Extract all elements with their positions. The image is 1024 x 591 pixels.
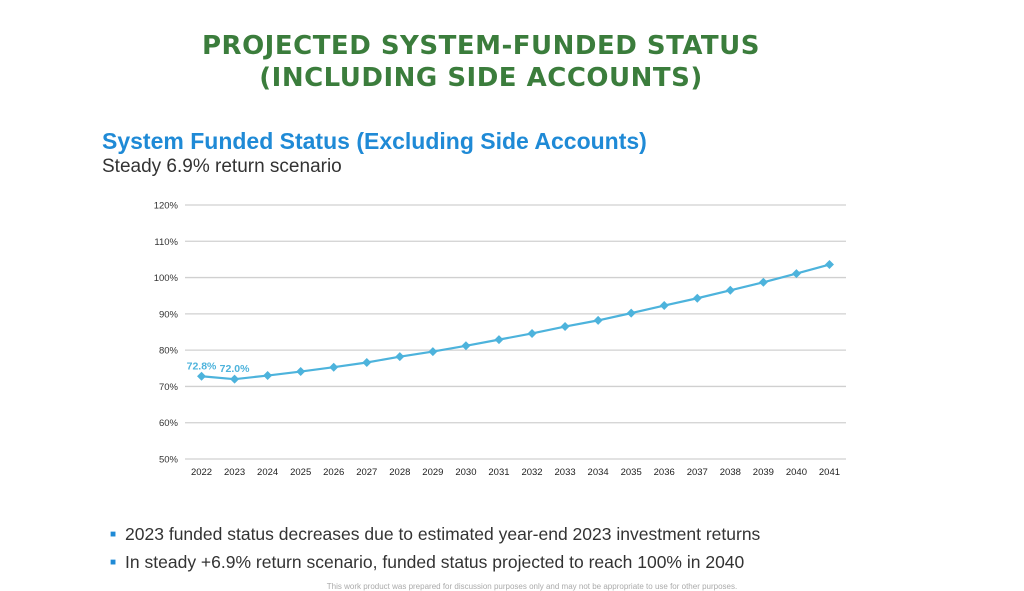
chart-title: System Funded Status (Excluding Side Acc…: [102, 128, 647, 154]
x-tick-label: 2027: [356, 467, 377, 478]
data-point: [791, 269, 801, 279]
data-point: [230, 374, 240, 384]
bullet-item: ■ 2023 funded status decreases due to est…: [110, 520, 760, 548]
y-tick-label: 80%: [159, 346, 179, 357]
x-tick-label: 2022: [191, 467, 212, 478]
x-tick-label: 2039: [753, 467, 774, 478]
x-tick-label: 2032: [521, 467, 542, 478]
data-point: [362, 357, 372, 367]
x-tick-label: 2034: [588, 467, 609, 478]
x-tick-label: 2038: [720, 467, 741, 478]
data-point: [692, 293, 702, 303]
chart-subtitle: Steady 6.9% return scenario: [102, 156, 342, 177]
data-point: [329, 362, 339, 372]
x-tick-label: 2040: [786, 467, 807, 478]
data-point: [197, 371, 207, 381]
y-tick-label: 100%: [154, 273, 179, 284]
y-tick-label: 50%: [159, 455, 179, 466]
x-tick-label: 2031: [488, 467, 509, 478]
bullet-square-icon: ■: [110, 528, 117, 540]
data-point: [263, 371, 273, 381]
x-tick-label: 2023: [224, 467, 245, 478]
data-point: [725, 285, 735, 295]
data-point: [296, 367, 306, 377]
y-tick-label: 70%: [159, 382, 179, 393]
x-tick-label: 2028: [389, 467, 410, 478]
y-tick-label: 110%: [154, 237, 178, 248]
data-point: [527, 328, 537, 338]
bullet-square-icon: ■: [110, 556, 117, 568]
data-point: [593, 315, 603, 325]
x-tick-label: 2035: [621, 467, 642, 478]
x-tick-label: 2033: [555, 467, 576, 478]
data-label: 72.0%: [220, 363, 250, 375]
slide-title-line1: PROJECTED SYSTEM-FUNDED STATUS: [202, 31, 760, 61]
bullet-text: In steady +6.9% return scenario, funded …: [125, 551, 745, 572]
series-line: [201, 263, 830, 381]
data-point: [560, 322, 570, 332]
bullet-text: 2023 funded status decreases due to esti…: [125, 523, 761, 544]
data-point: [626, 308, 636, 318]
data-point: [395, 352, 405, 362]
bullet-list: ■ 2023 funded status decreases due to est…: [110, 520, 760, 576]
line-chart: 50% 60% 70% 80% 90% 100% 110% 120% 2022 2023 2024 2…: [154, 201, 846, 478]
x-tick-label: 2026: [323, 467, 344, 478]
x-tick-label: 2030: [455, 467, 476, 478]
data-label: 72.8%: [187, 360, 217, 372]
bullet-item: ■ In steady +6.9% return scenario, funded…: [110, 548, 760, 576]
x-tick-label: 2037: [687, 467, 708, 478]
data-point: [428, 347, 438, 357]
y-tick-label: 90%: [159, 309, 179, 320]
data-point: [824, 260, 834, 270]
x-tick-label: 2036: [654, 467, 675, 478]
x-tick-label: 2025: [290, 467, 311, 478]
x-tick-label: 2024: [257, 467, 278, 478]
slide-title: PROJECTED SYSTEM-FUNDED STATUS (INCLUDIN…: [0, 30, 962, 94]
data-point: [461, 341, 471, 351]
data-point: [494, 335, 504, 345]
y-tick-label: 120%: [154, 201, 179, 212]
x-tick-label: 2029: [422, 467, 443, 478]
data-point: [659, 301, 669, 311]
y-tick-label: 60%: [159, 418, 179, 429]
x-tick-label: 2041: [819, 467, 840, 478]
data-point: [758, 277, 768, 287]
footer-disclaimer: This work product was prepared for discu…: [326, 582, 738, 591]
slide-title-line2: (INCLUDING SIDE ACCOUNTS): [259, 63, 703, 93]
